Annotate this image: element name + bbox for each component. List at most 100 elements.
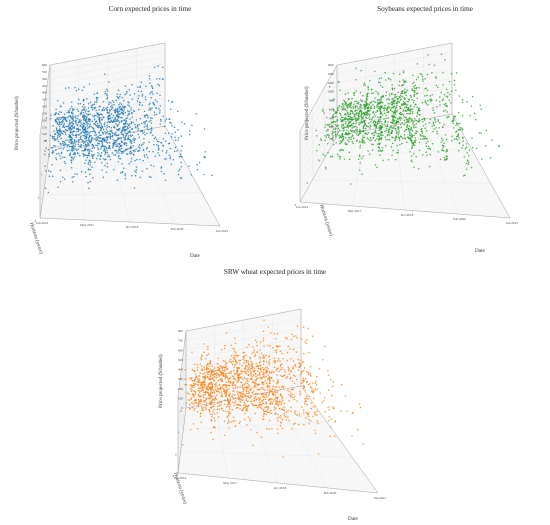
data-point (235, 372, 238, 374)
data-point (150, 129, 153, 131)
data-point (206, 362, 209, 365)
data-point (91, 143, 93, 146)
data-point (226, 400, 229, 402)
data-point (419, 73, 422, 75)
data-point (161, 66, 164, 69)
data-point (328, 134, 330, 137)
data-point (419, 133, 422, 136)
data-point (243, 401, 245, 404)
data-point (305, 417, 307, 419)
x-tick-label: May 2017 (223, 481, 237, 485)
data-point (363, 124, 366, 127)
data-point (205, 408, 208, 410)
data-point (258, 399, 260, 401)
data-point (82, 129, 85, 132)
data-point (315, 129, 317, 132)
data-point (389, 127, 391, 129)
data-point (83, 131, 85, 134)
data-point (260, 436, 263, 438)
data-point (114, 111, 117, 113)
z-tick-label: 300 (42, 105, 47, 109)
data-point (150, 122, 153, 124)
data-point (262, 371, 265, 374)
data-point (355, 113, 357, 116)
data-point (362, 130, 365, 133)
data-point (411, 147, 413, 149)
data-point (200, 421, 202, 424)
data-point (157, 83, 159, 86)
data-point (259, 371, 261, 374)
data-point (429, 118, 432, 121)
data-point (169, 156, 172, 158)
data-point (290, 410, 292, 412)
data-point (254, 393, 257, 395)
data-point (206, 371, 209, 374)
data-point (339, 89, 341, 91)
data-point (445, 151, 447, 153)
data-point (424, 77, 426, 80)
data-point (85, 109, 87, 111)
data-point (479, 104, 481, 107)
data-point (209, 361, 212, 363)
data-point (380, 102, 382, 104)
data-point (255, 375, 257, 378)
data-point (150, 176, 152, 179)
data-point (352, 142, 354, 145)
data-point (88, 126, 90, 129)
data-point (465, 146, 468, 148)
data-point (337, 131, 340, 133)
data-point (211, 386, 213, 388)
data-point (60, 152, 63, 155)
data-point (356, 127, 358, 129)
data-point (117, 143, 119, 145)
data-point (350, 106, 352, 109)
data-point (91, 108, 94, 111)
data-point (77, 110, 80, 113)
data-point (239, 386, 241, 388)
data-point (206, 366, 208, 368)
data-point (302, 369, 305, 372)
grid-line (177, 379, 187, 445)
data-point (57, 140, 60, 143)
data-point (377, 133, 380, 135)
data-point (283, 412, 285, 415)
data-point (125, 132, 128, 135)
data-point (68, 115, 70, 118)
data-point (421, 130, 423, 133)
data-point (355, 67, 357, 70)
data-point (470, 166, 473, 169)
data-point (406, 119, 408, 121)
data-point (461, 99, 464, 101)
data-point (80, 143, 82, 146)
data-point (391, 127, 393, 129)
data-point (247, 400, 249, 402)
data-point (109, 135, 112, 138)
data-point (224, 360, 227, 363)
data-point (140, 129, 142, 132)
data-point (446, 149, 448, 152)
data-point (193, 384, 196, 387)
data-point (128, 147, 130, 150)
grid-line (136, 131, 176, 225)
data-point (234, 420, 236, 422)
data-point (263, 393, 265, 395)
data-point (403, 116, 405, 118)
data-point (257, 405, 260, 407)
data-point (199, 402, 201, 405)
data-point (194, 383, 196, 385)
data-point (201, 409, 204, 411)
data-point (413, 90, 416, 93)
data-point (243, 404, 245, 407)
data-point (230, 372, 232, 374)
data-point (344, 112, 347, 115)
data-point (191, 376, 193, 379)
data-point (358, 169, 361, 171)
data-point (407, 107, 409, 109)
data-point (51, 152, 54, 154)
data-point (139, 85, 141, 87)
data-point (49, 117, 52, 120)
data-point (107, 120, 110, 122)
data-point (164, 158, 166, 160)
data-point (199, 372, 201, 374)
data-point (160, 170, 163, 173)
